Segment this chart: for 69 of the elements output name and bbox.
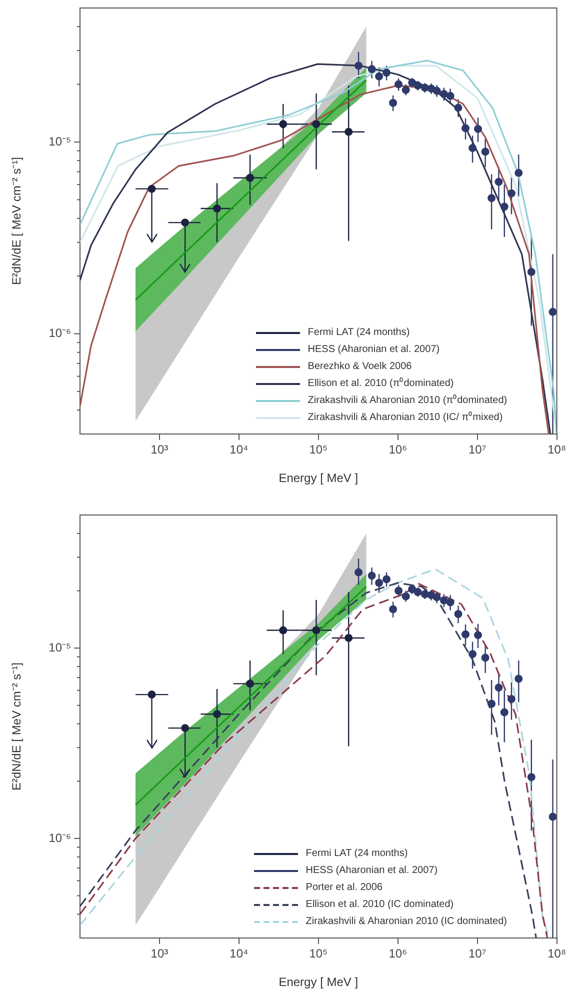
point [494,178,503,186]
point [446,598,454,606]
point [420,590,429,598]
legend-label: Ellison et al. 2010 (IC dominated) [306,898,454,912]
legend-label: Zirakashvili & Aharonian 2010 (IC dominated) [306,915,507,929]
x-axis-title: Energy [ MeV ] [278,975,358,990]
x-tick-label: 10⁵ [309,442,328,457]
x-tick-label: 10⁴ [230,442,248,457]
legend-label: Zirakashvili & Aharonian 2010 (π⁰dominated) [308,394,508,408]
point [402,86,410,94]
point [488,194,496,202]
point [394,80,403,88]
point [414,82,422,90]
legend-label: Ellison et al. 2010 (π⁰dominated) [308,376,454,391]
point [414,588,422,596]
point [368,572,376,580]
point [488,700,496,708]
x-tick-label: 10⁸ [548,946,566,961]
legend-label: Porter et al. 2006 [306,881,382,895]
point [462,630,470,638]
x-tick-label: 10⁷ [468,442,486,457]
point [474,124,482,133]
point [440,90,448,98]
point [468,144,477,152]
point [514,168,523,177]
point [494,684,503,692]
legend-label: HESS (Aharonian et al. 2007) [306,864,438,878]
x-tick-label: 10³ [150,946,168,961]
y-tick-label: 10⁻⁶ [48,830,72,845]
point [394,586,403,595]
y-axis-title: E²dN/dE [ MeV cm⁻² s⁻¹] [10,156,24,286]
point [446,92,454,100]
point [481,148,490,156]
legend-label: Berezhko & Voelk 2006 [308,360,412,374]
point [420,84,429,92]
point [375,578,384,587]
point [454,104,462,112]
legend-label: HESS (Aharonian et al. 2007) [308,343,440,357]
point [514,674,523,683]
point [507,189,516,198]
point [468,650,477,658]
x-tick-label: 10³ [150,442,168,457]
point [481,654,490,662]
point [462,124,470,132]
legend-label: Fermi LAT (24 months) [308,326,410,340]
x-tick-label: 10⁷ [468,946,486,961]
point [368,65,376,74]
point [402,592,410,600]
y-tick-label: 10⁻⁵ [48,134,72,148]
point [507,695,516,704]
x-axis-title: Energy [ MeV ] [278,471,358,486]
point [375,72,384,80]
x-tick-label: 10⁸ [548,442,566,457]
x-tick-label: 10⁴ [230,946,248,961]
legend-label: Fermi LAT (24 months) [306,847,408,861]
point [408,585,416,594]
point [440,596,448,604]
point [454,610,462,618]
x-tick-label: 10⁵ [309,946,328,961]
y-tick-label: 10⁻⁵ [48,640,72,654]
x-tick-label: 10⁶ [388,946,408,961]
point [408,78,416,87]
point [500,708,508,716]
y-axis-title: E²dN/dE [ MeV cm⁻² s⁻¹] [10,662,24,791]
legend-label: Zirakashvili & Aharonian 2010 (IC/ π⁰mixed) [308,410,503,425]
y-tick-label: 10⁻⁶ [48,326,72,340]
point [474,631,482,640]
point [500,202,508,211]
x-tick-label: 10⁶ [388,442,408,457]
